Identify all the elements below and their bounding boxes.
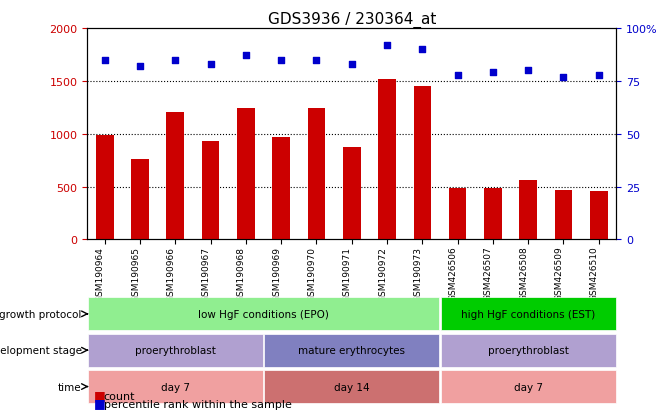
Bar xyxy=(519,181,537,240)
Point xyxy=(594,72,604,78)
Text: low HgF conditions (EPO): low HgF conditions (EPO) xyxy=(198,309,329,319)
Text: development stage: development stage xyxy=(0,345,82,355)
Text: growth protocol: growth protocol xyxy=(0,309,82,319)
Bar xyxy=(378,80,396,240)
Text: percentile rank within the sample: percentile rank within the sample xyxy=(104,399,291,409)
Text: proerythroblast: proerythroblast xyxy=(135,345,216,355)
Bar xyxy=(484,188,502,240)
Text: day 14: day 14 xyxy=(334,382,370,392)
Point xyxy=(346,62,357,68)
Point xyxy=(558,74,569,81)
Bar xyxy=(272,138,290,240)
Point xyxy=(241,53,251,59)
Point xyxy=(135,64,145,70)
Bar xyxy=(413,87,431,240)
FancyBboxPatch shape xyxy=(264,370,440,403)
Text: proerythroblast: proerythroblast xyxy=(488,345,569,355)
Bar xyxy=(308,109,325,240)
Title: GDS3936 / 230364_at: GDS3936 / 230364_at xyxy=(267,12,436,28)
Text: day 7: day 7 xyxy=(161,382,190,392)
Point xyxy=(417,47,427,53)
Text: mature erythrocytes: mature erythrocytes xyxy=(298,345,405,355)
FancyBboxPatch shape xyxy=(88,298,440,330)
Point xyxy=(276,57,287,64)
Bar xyxy=(131,160,149,240)
Text: count: count xyxy=(104,391,135,401)
Bar xyxy=(237,109,255,240)
Point xyxy=(523,68,533,74)
Point xyxy=(205,62,216,68)
FancyBboxPatch shape xyxy=(88,370,263,403)
Bar xyxy=(96,135,114,240)
Text: ■: ■ xyxy=(94,396,106,409)
Point xyxy=(382,43,393,49)
Text: day 7: day 7 xyxy=(514,382,543,392)
Text: time: time xyxy=(58,382,82,392)
FancyBboxPatch shape xyxy=(88,334,263,367)
Bar xyxy=(343,148,360,240)
FancyBboxPatch shape xyxy=(264,334,440,367)
Point xyxy=(311,57,322,64)
Text: ■: ■ xyxy=(94,388,106,401)
Point xyxy=(488,70,498,76)
Bar xyxy=(449,188,466,240)
FancyBboxPatch shape xyxy=(441,298,616,330)
Bar xyxy=(166,112,184,240)
FancyBboxPatch shape xyxy=(441,370,616,403)
Point xyxy=(99,57,110,64)
Point xyxy=(170,57,181,64)
Point xyxy=(452,72,463,78)
FancyBboxPatch shape xyxy=(441,334,616,367)
Bar xyxy=(555,190,572,240)
Text: high HgF conditions (EST): high HgF conditions (EST) xyxy=(461,309,596,319)
Bar xyxy=(202,142,220,240)
Bar xyxy=(590,191,608,240)
